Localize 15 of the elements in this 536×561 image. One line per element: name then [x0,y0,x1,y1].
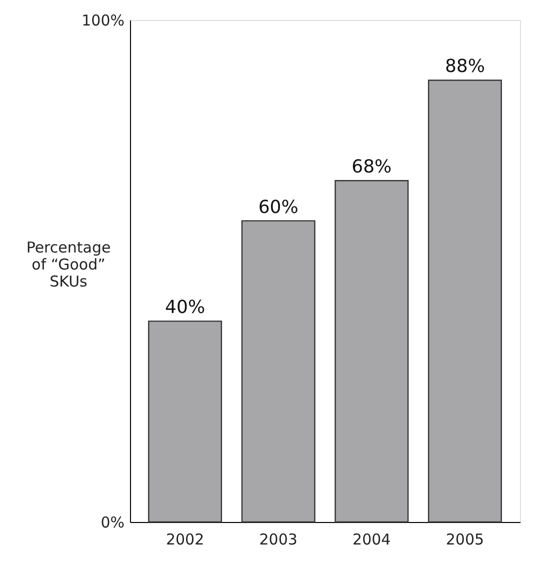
x-tick-label: 2002 [166,530,204,548]
x-tick-label: 2004 [352,530,391,548]
bar [241,220,316,523]
bar [428,80,502,523]
y-tick-label: 0% [100,514,124,532]
data-label: 40% [165,297,206,318]
bar [148,320,222,523]
y-axis-title: Percentage of “Good” SKUs [26,238,111,290]
data-label: 88% [444,56,485,78]
data-label: 60% [258,196,298,218]
x-tick-label: 2005 [446,530,484,548]
y-tick-label: 100% [82,12,124,30]
bar [334,180,409,523]
data-label: 68% [352,156,392,178]
x-tick-label: 2003 [259,530,298,548]
